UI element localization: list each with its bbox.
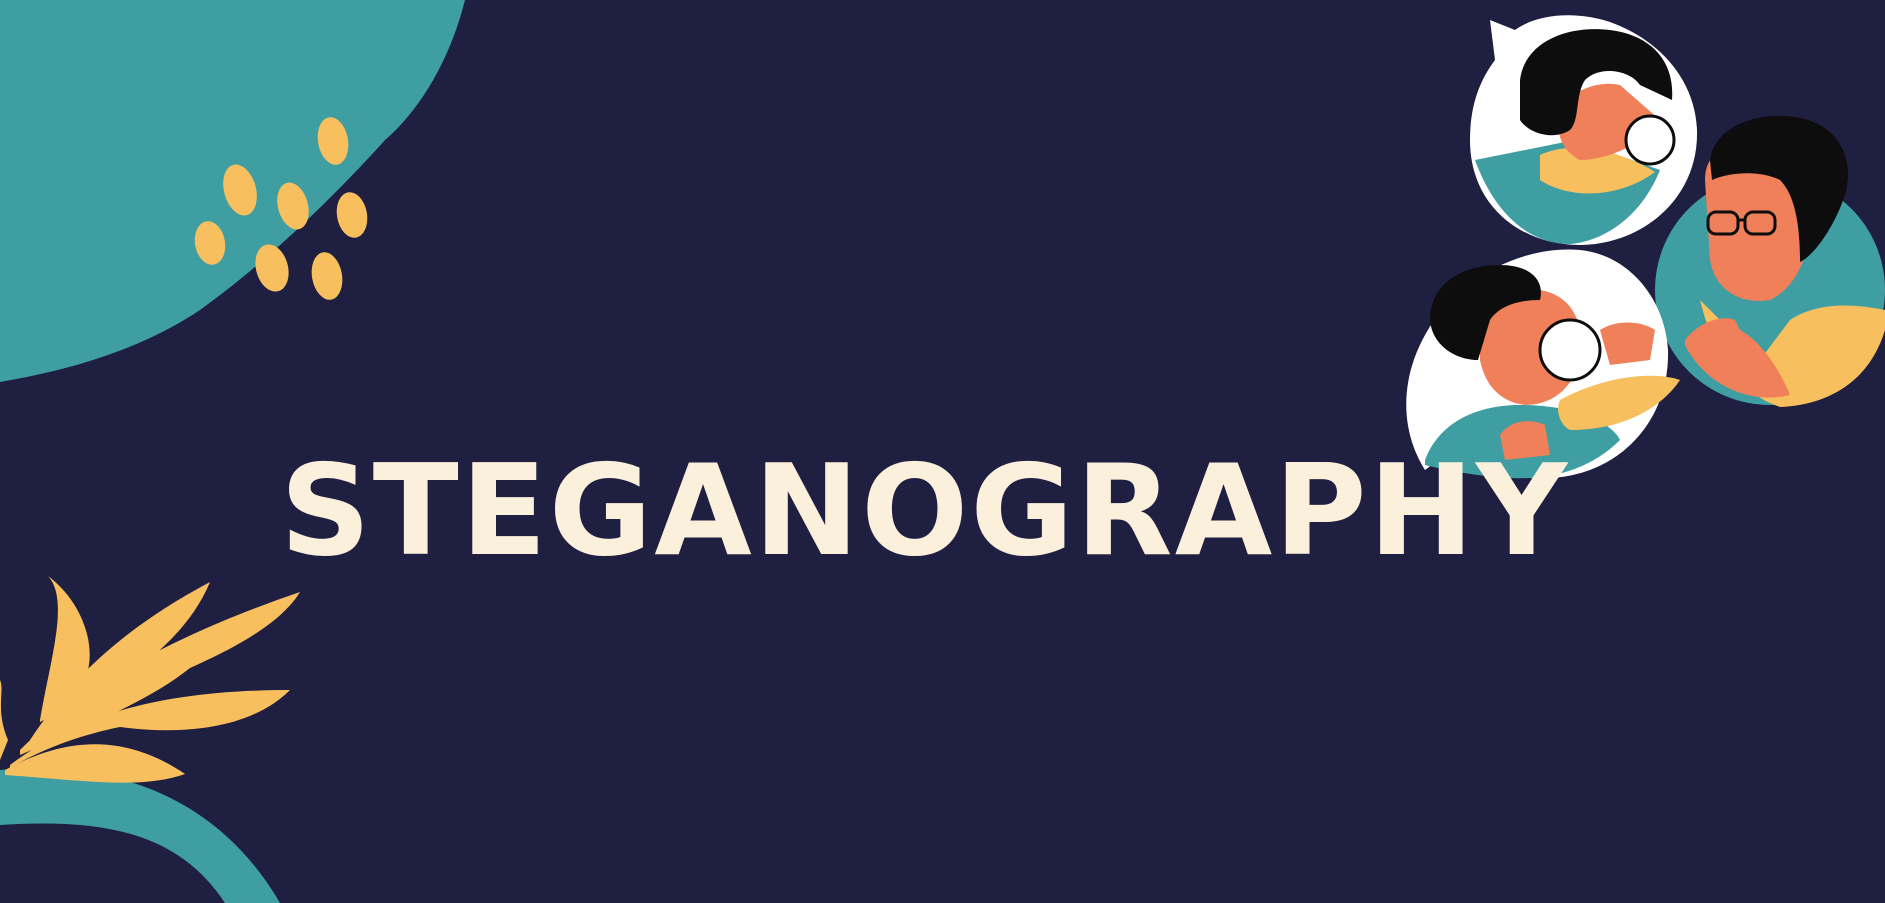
investigators-illustration [1406, 15, 1885, 479]
man-with-glasses-icon [1655, 115, 1885, 407]
page-title: STEGANOGRAPHY [280, 437, 1570, 584]
magnifying-glass-icon [1538, 318, 1602, 382]
leaf-branch [0, 576, 300, 783]
investigator-woman-icon [1470, 15, 1698, 246]
investigator-boy-icon [1406, 249, 1680, 479]
dots-cluster [194, 117, 368, 300]
magnifying-glass-icon [1624, 114, 1676, 166]
teal-arc-shape [0, 768, 280, 903]
